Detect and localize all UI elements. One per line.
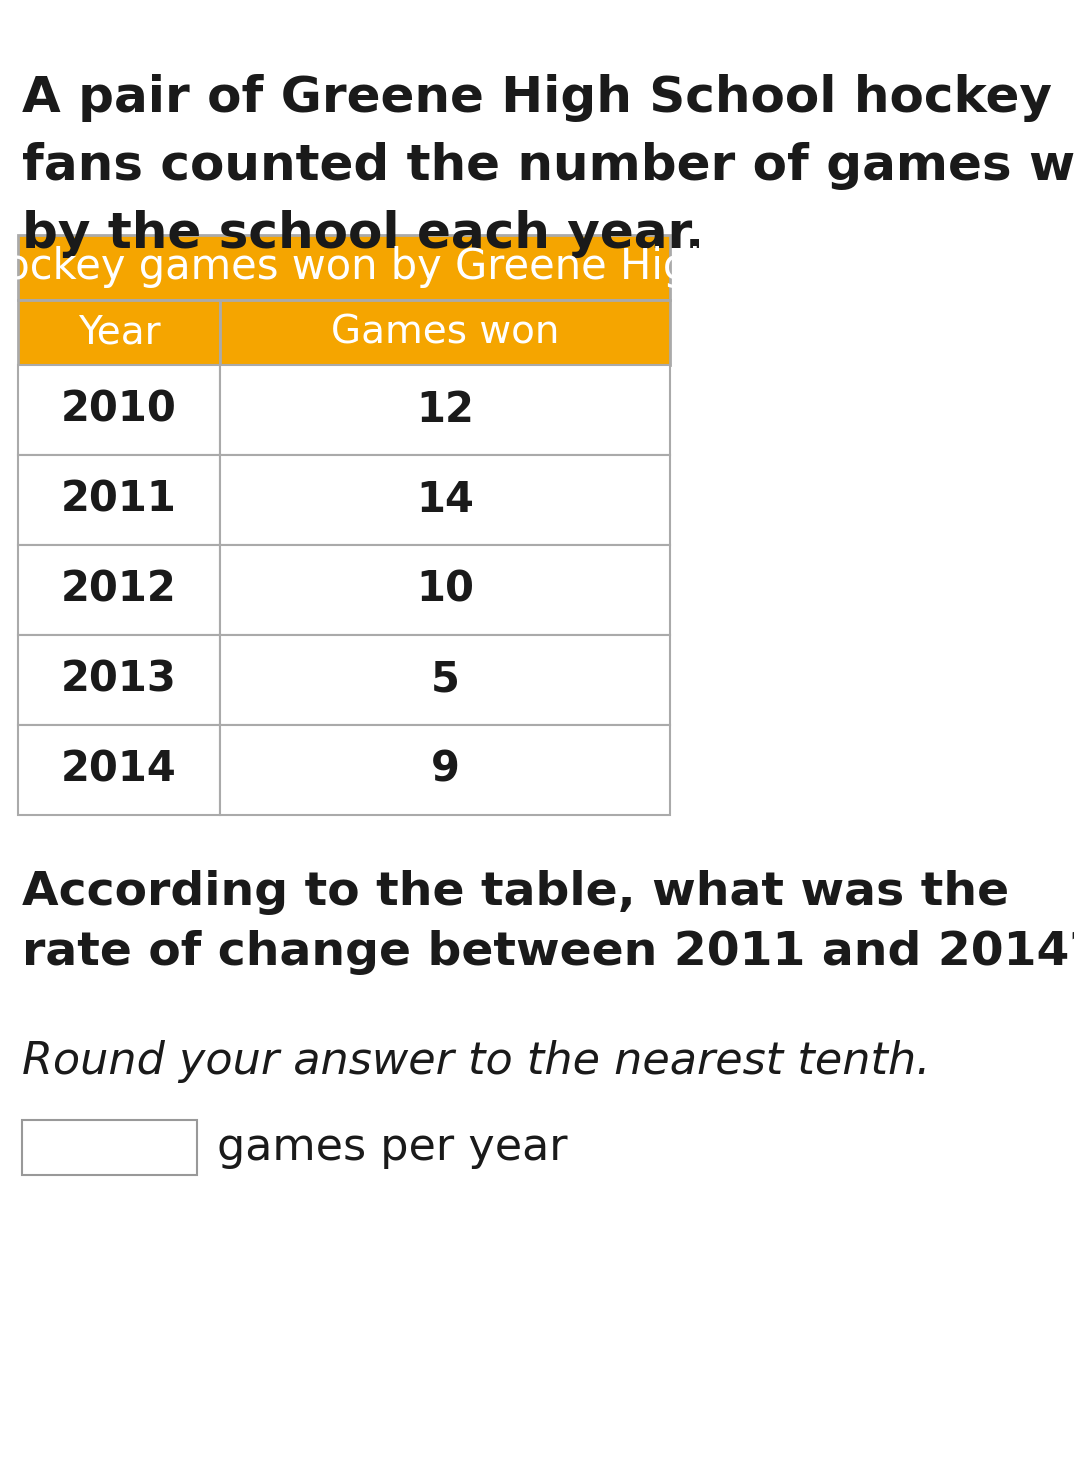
Text: Year: Year: [77, 314, 160, 352]
Text: 2012: 2012: [61, 569, 177, 610]
Text: games per year: games per year: [217, 1127, 568, 1169]
Bar: [18, 455, 220, 546]
Text: 10: 10: [416, 569, 474, 610]
Bar: [18, 365, 220, 455]
Text: 12: 12: [416, 389, 474, 431]
Text: Games won: Games won: [331, 314, 560, 352]
Bar: [18, 546, 220, 635]
Bar: [220, 365, 670, 455]
Text: 5: 5: [431, 659, 460, 701]
Text: Round your answer to the nearest tenth.: Round your answer to the nearest tenth.: [21, 1040, 930, 1083]
Text: fans counted the number of games won: fans counted the number of games won: [21, 142, 1074, 191]
Text: A pair of Greene High School hockey: A pair of Greene High School hockey: [21, 73, 1053, 122]
Bar: [21, 1119, 197, 1175]
Bar: [220, 635, 670, 725]
Text: by the school each year.: by the school each year.: [21, 210, 705, 258]
Text: 2013: 2013: [61, 659, 177, 701]
Bar: [220, 546, 670, 635]
Text: 2014: 2014: [61, 750, 177, 791]
Text: 2011: 2011: [61, 480, 177, 521]
Bar: [220, 455, 670, 546]
Text: Hockey games won by Greene High: Hockey games won by Greene High: [0, 246, 715, 289]
Text: 2010: 2010: [61, 389, 177, 431]
Text: rate of change between 2011 and 2014?: rate of change between 2011 and 2014?: [21, 930, 1074, 976]
Bar: [18, 299, 220, 365]
Bar: [18, 235, 670, 299]
Text: 9: 9: [431, 750, 460, 791]
Bar: [220, 725, 670, 816]
Bar: [18, 725, 220, 816]
Bar: [220, 299, 670, 365]
Bar: [18, 635, 220, 725]
Text: 14: 14: [416, 480, 474, 521]
Text: According to the table, what was the: According to the table, what was the: [21, 870, 1010, 915]
